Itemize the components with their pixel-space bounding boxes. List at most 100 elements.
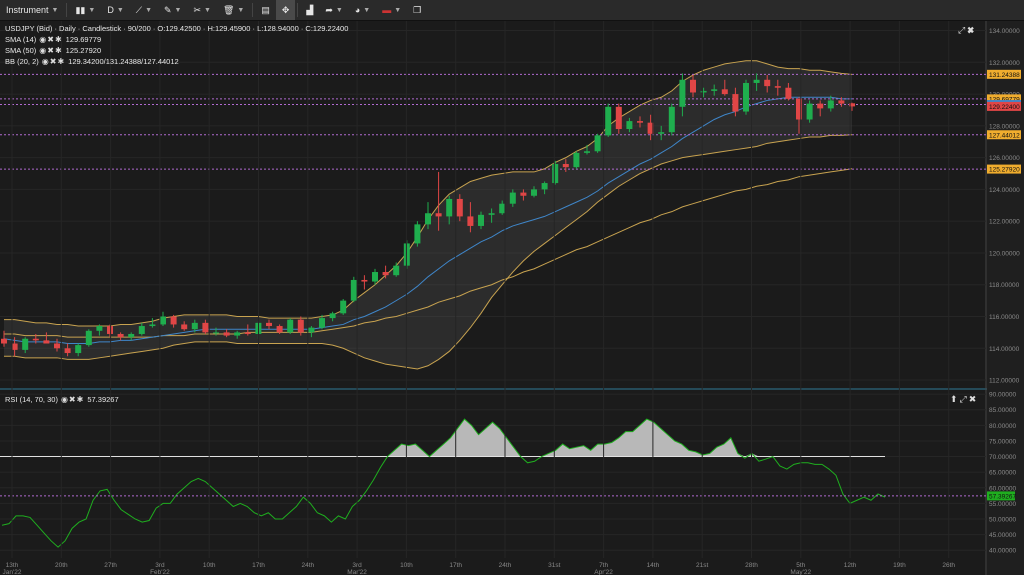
tools-menu[interactable]: ✂ ▼ bbox=[187, 0, 216, 20]
rsi-tick-label: 80.00000 bbox=[989, 423, 1016, 430]
candle-body bbox=[319, 318, 325, 328]
candle-body bbox=[796, 98, 802, 120]
time-tick-label: 24th bbox=[301, 562, 314, 569]
theme-menu[interactable]: ◕ ▼ bbox=[349, 0, 376, 20]
sma14-line bbox=[3, 96, 852, 345]
bollinger-lower-line bbox=[4, 134, 853, 370]
rsi-tick-label: 70.00000 bbox=[989, 454, 1016, 461]
chart-canvas[interactable]: 134.00000132.00000130.00000128.00000126.… bbox=[0, 21, 1024, 575]
price-tick-label: 118.00000 bbox=[989, 282, 1020, 289]
rsi-tick-label: 75.00000 bbox=[989, 438, 1016, 445]
maximize-icon[interactable]: ⤢ bbox=[959, 394, 969, 404]
candle-body bbox=[509, 192, 516, 204]
close-icon[interactable]: ✖ bbox=[967, 25, 977, 35]
price-tick-label: 112.00000 bbox=[989, 378, 1020, 385]
legend-controls-icon[interactable]: ◉✖✱ bbox=[39, 46, 63, 55]
candlestick-icon: ▮▮ bbox=[75, 4, 86, 15]
layout-button[interactable]: ▤ bbox=[255, 0, 276, 20]
candle-body bbox=[107, 326, 113, 334]
price-axis-label: 129.22400 bbox=[989, 104, 1020, 111]
language-menu[interactable]: ▬ ▼ bbox=[376, 0, 407, 20]
sma14-value: 129.69779 bbox=[65, 35, 102, 44]
candle-body bbox=[679, 79, 686, 107]
chart-type-menu[interactable]: ▮▮ ▼ bbox=[69, 0, 101, 20]
time-tick-label: 3rd bbox=[352, 562, 362, 569]
rsi-tick-label: 60.00000 bbox=[989, 485, 1016, 492]
candle-body bbox=[478, 214, 484, 226]
bar-chart-button[interactable]: ▟ bbox=[300, 0, 319, 20]
palette-icon: ◕ bbox=[354, 5, 361, 15]
delete-menu[interactable]: 🗑 ▼ bbox=[217, 0, 250, 20]
candle-body bbox=[276, 326, 283, 333]
share-menu[interactable]: ➦ ▼ bbox=[319, 0, 348, 20]
price-tick-label: 126.00000 bbox=[989, 155, 1020, 162]
divider bbox=[252, 3, 254, 17]
drawing-tools-menu[interactable]: ✎ ▼ bbox=[158, 0, 187, 20]
maximize-icon[interactable]: ⤢ bbox=[958, 25, 968, 35]
legend-controls-icon[interactable]: ◉✖✱ bbox=[60, 395, 85, 404]
candle-body bbox=[785, 87, 792, 99]
candle-body bbox=[329, 313, 336, 319]
share-icon: ➦ bbox=[325, 4, 333, 15]
fit-chart-button[interactable]: ✥ bbox=[275, 0, 296, 20]
candle-body bbox=[266, 322, 272, 327]
legend-controls-icon[interactable]: ◉✖✱ bbox=[41, 57, 66, 66]
time-tick-label: 14th bbox=[647, 562, 660, 569]
time-tick-label: May'22 bbox=[790, 569, 811, 575]
rsi-pane-controls[interactable]: ⬆⤢✖ bbox=[950, 394, 978, 405]
bar-chart-icon: ▟ bbox=[306, 4, 314, 15]
indicators-menu[interactable]: ⟋ ▼ bbox=[130, 0, 158, 20]
indicator-icon: ⟋ bbox=[135, 4, 143, 15]
sma14-name: SMA (14) bbox=[5, 35, 37, 44]
legend-controls-icon[interactable]: ◉✖✱ bbox=[39, 35, 63, 44]
pane-controls[interactable]: ⤢✖ bbox=[958, 25, 976, 36]
candle-body bbox=[414, 224, 421, 244]
close-icon[interactable]: ✖ bbox=[968, 394, 979, 404]
time-tick-label: 27th bbox=[104, 562, 117, 569]
chevron-down-icon: ▼ bbox=[204, 6, 211, 14]
rsi-tick-label: 65.00000 bbox=[989, 470, 1016, 477]
time-tick-label: 17th bbox=[252, 562, 265, 569]
candle-body bbox=[615, 106, 622, 130]
rsi-tick-label: 90.00000 bbox=[989, 392, 1016, 399]
price-axis-label: 125.27920 bbox=[989, 167, 1020, 174]
rsi-tick-label: 55.00000 bbox=[989, 501, 1016, 508]
candle-body bbox=[531, 189, 537, 196]
candle-body bbox=[562, 163, 569, 168]
bollinger-band-fill bbox=[4, 60, 852, 369]
bb-legend: BB (20, 2) ◉✖✱ 129.34200/131.24388/127.4… bbox=[5, 57, 179, 66]
price-pane[interactable]: 134.00000132.00000130.00000128.00000126.… bbox=[0, 21, 1024, 575]
time-tick-label: 5th bbox=[796, 562, 805, 569]
candle-body bbox=[467, 216, 474, 226]
rsi-overbought-fill bbox=[2, 419, 885, 457]
candle-body bbox=[138, 326, 145, 334]
candle-body bbox=[160, 316, 166, 325]
rsi-tick-label: 45.00000 bbox=[989, 532, 1016, 539]
price-axis-label-box bbox=[987, 164, 1021, 174]
candle-body bbox=[22, 338, 29, 350]
time-tick-label: 21st bbox=[696, 562, 708, 569]
instrument-menu[interactable]: Instrument ▼ bbox=[0, 0, 64, 20]
move-up-icon[interactable]: ⬆ bbox=[950, 394, 960, 404]
rsi-tick-label: 50.00000 bbox=[989, 516, 1016, 523]
layout-icon: ▤ bbox=[261, 4, 270, 15]
timeframe-menu[interactable]: D ▼ bbox=[101, 0, 129, 20]
candle-body bbox=[721, 89, 728, 95]
chevron-down-icon: ▼ bbox=[88, 6, 96, 14]
rsi-pane[interactable]: 90.00000 85.00000 80.00000 75.00000 70.00000… bbox=[0, 392, 1016, 555]
candle-body bbox=[700, 90, 707, 93]
sma50-value: 125.27920 bbox=[65, 46, 102, 55]
popout-button[interactable]: ❐ bbox=[407, 0, 427, 20]
chevron-down-icon: ▼ bbox=[51, 6, 59, 14]
candle-body bbox=[128, 333, 135, 338]
price-tick-label: 124.00000 bbox=[989, 187, 1020, 194]
price-tick-label: 132.00000 bbox=[989, 60, 1020, 67]
candle-body bbox=[149, 324, 156, 327]
candle-body bbox=[743, 82, 749, 112]
rsi-value: 57.39267 bbox=[87, 395, 119, 404]
time-tick-label: 13th bbox=[6, 562, 19, 569]
chevron-down-icon: ▼ bbox=[394, 6, 402, 14]
candle-body bbox=[605, 106, 612, 136]
candle-body bbox=[499, 203, 506, 214]
